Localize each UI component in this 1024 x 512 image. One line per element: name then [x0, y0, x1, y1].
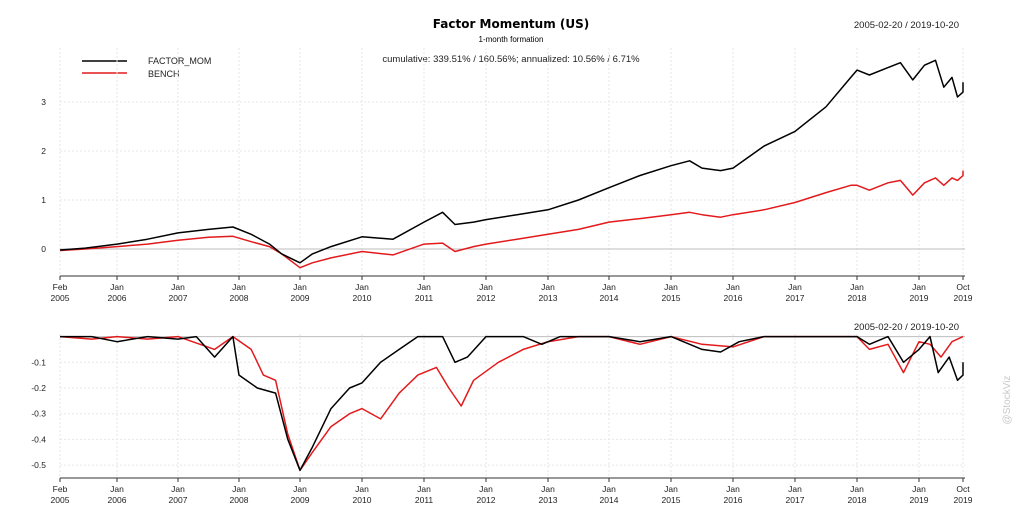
x-tick-label-year: 2011	[415, 495, 434, 505]
x-tick-label-month: Jan	[293, 282, 307, 292]
chart-title: Factor Momentum (US)	[433, 17, 589, 31]
x-tick-label-year: 2007	[169, 495, 188, 505]
y-tick-label: 1	[41, 195, 46, 205]
x-tick-label-month: Jan	[664, 484, 678, 494]
x-tick-label-year: 2006	[108, 495, 127, 505]
x-tick-label-month: Oct	[956, 484, 970, 494]
x-tick-label-year: 2014	[600, 293, 619, 303]
x-tick-label-month: Jan	[726, 484, 740, 494]
cumulative-returns-panel: 0123Feb2005Jan2006Jan2007Jan2008Jan2009J…	[41, 48, 973, 303]
x-tick-label-year: 2019	[910, 293, 929, 303]
x-tick-label-year: 2018	[848, 495, 867, 505]
x-tick-label-month: Jan	[479, 484, 493, 494]
x-tick-label-month: Oct	[956, 282, 970, 292]
x-tick-label-month: Jan	[110, 282, 124, 292]
x-tick-label-month: Jan	[788, 484, 802, 494]
bottom-date-range: 2005-02-20 / 2019-10-20	[854, 322, 959, 333]
y-tick-label: 3	[41, 97, 46, 107]
x-tick-label-year: 2005	[51, 293, 70, 303]
series-line-factor-mom	[60, 335, 964, 472]
y-tick-label: -0.2	[31, 383, 46, 393]
x-tick-label-month: Jan	[232, 282, 246, 292]
x-tick-label-year: 2009	[291, 495, 310, 505]
y-tick-label: 0	[41, 244, 46, 254]
legend-label-factor-mom: FACTOR_MOM	[148, 56, 211, 66]
x-tick-label-month: Feb	[53, 484, 68, 494]
x-tick-label-year: 2012	[477, 293, 496, 303]
x-tick-label-year: 2015	[662, 293, 681, 303]
y-tick-label: -0.1	[31, 357, 46, 367]
x-tick-label-year: 2012	[477, 495, 496, 505]
top-date-range: 2005-02-20 / 2019-10-20	[854, 20, 959, 31]
x-tick-label-year: 2016	[724, 495, 743, 505]
x-tick-label-month: Jan	[912, 282, 926, 292]
x-tick-label-month: Jan	[355, 282, 369, 292]
x-tick-label-year: 2013	[539, 293, 558, 303]
y-tick-label: -0.3	[31, 409, 46, 419]
x-tick-label-year: 2017	[786, 495, 805, 505]
x-tick-label-month: Jan	[602, 282, 616, 292]
x-tick-label-year: 2019	[954, 495, 973, 505]
series-line-bench	[59, 170, 964, 269]
series-line-bench	[59, 335, 964, 472]
x-tick-label-month: Feb	[53, 282, 68, 292]
watermark: @StockViz	[1002, 376, 1013, 425]
x-tick-label-year: 2006	[108, 293, 127, 303]
x-tick-label-month: Jan	[479, 282, 493, 292]
y-tick-label: -0.4	[31, 434, 46, 444]
y-tick-label: 2	[41, 146, 46, 156]
x-tick-label-year: 2013	[539, 495, 558, 505]
x-tick-label-month: Jan	[417, 282, 431, 292]
legend-label-bench: BENCH	[148, 69, 180, 79]
series-line-factor-mom	[59, 59, 964, 264]
x-tick-label-year: 2014	[600, 495, 619, 505]
x-tick-label-month: Jan	[850, 282, 864, 292]
x-tick-label-month: Jan	[850, 484, 864, 494]
x-tick-label-month: Jan	[171, 484, 185, 494]
x-tick-label-year: 2017	[786, 293, 805, 303]
x-tick-label-year: 2008	[230, 495, 249, 505]
chart-subtitle: 1-month formation	[479, 35, 544, 44]
x-tick-label-year: 2010	[353, 495, 372, 505]
x-tick-label-year: 2007	[169, 293, 188, 303]
x-tick-label-month: Jan	[232, 484, 246, 494]
x-tick-label-year: 2008	[230, 293, 249, 303]
legend: FACTOR_MOM BENCH	[82, 56, 211, 79]
x-tick-label-year: 2011	[415, 293, 434, 303]
x-tick-label-year: 2016	[724, 293, 743, 303]
x-tick-label-year: 2019	[954, 293, 973, 303]
x-tick-label-month: Jan	[355, 484, 369, 494]
x-tick-label-month: Jan	[912, 484, 926, 494]
y-tick-label: -0.5	[31, 460, 46, 470]
x-tick-label-month: Jan	[602, 484, 616, 494]
x-tick-label-month: Jan	[788, 282, 802, 292]
performance-annotation: cumulative: 339.51% / 160.56%; annualize…	[382, 54, 640, 65]
x-tick-label-year: 2009	[291, 293, 310, 303]
x-tick-label-month: Jan	[293, 484, 307, 494]
x-tick-label-month: Jan	[417, 484, 431, 494]
x-tick-label-month: Jan	[726, 282, 740, 292]
x-tick-label-month: Jan	[664, 282, 678, 292]
x-tick-label-year: 2015	[662, 495, 681, 505]
x-tick-label-month: Jan	[541, 484, 555, 494]
x-tick-label-month: Jan	[110, 484, 124, 494]
drawdown-panel: -0.1-0.2-0.3-0.4-0.5Feb2005Jan2006Jan200…	[31, 334, 973, 505]
x-tick-label-year: 2019	[910, 495, 929, 505]
x-tick-label-year: 2010	[353, 293, 372, 303]
x-tick-label-year: 2005	[51, 495, 70, 505]
x-tick-label-month: Jan	[541, 282, 555, 292]
x-tick-label-year: 2018	[848, 293, 867, 303]
x-tick-label-month: Jan	[171, 282, 185, 292]
